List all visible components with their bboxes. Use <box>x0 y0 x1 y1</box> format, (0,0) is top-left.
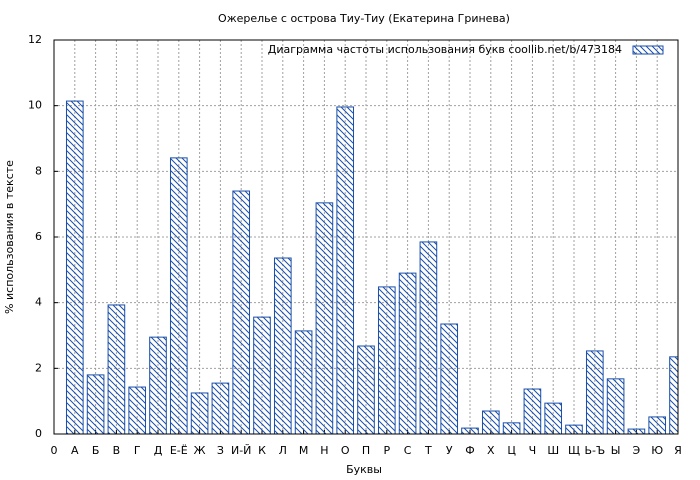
y-axis-label: % использования в тексте <box>3 160 16 314</box>
legend-swatch <box>632 45 664 55</box>
bar <box>315 202 334 434</box>
x-tick-label: Ь-Ъ <box>584 444 605 457</box>
bar <box>585 350 604 434</box>
x-tick-label: Ф <box>465 444 474 457</box>
bar <box>273 257 292 434</box>
bar <box>190 392 209 434</box>
x-tick-label: 0 <box>51 444 58 457</box>
x-tick-label: Ж <box>194 444 206 457</box>
bars <box>65 100 678 434</box>
x-tick-label: О <box>341 444 350 457</box>
bar <box>502 422 521 434</box>
x-tick-label: И-Й <box>231 444 251 457</box>
x-tick-label: У <box>446 444 453 457</box>
x-tick-label: Е-Ё <box>170 444 188 457</box>
x-tick-label: Ш <box>547 444 559 457</box>
x-tick-label: Ю <box>651 444 663 457</box>
bar <box>419 241 438 434</box>
x-tick-label: Ц <box>507 444 516 457</box>
bar <box>440 323 459 434</box>
bar <box>627 428 646 434</box>
y-tick-label: 4 <box>35 296 42 309</box>
x-tick-label: Н <box>320 444 328 457</box>
bar <box>544 402 563 434</box>
bar <box>128 386 147 434</box>
bar <box>294 330 313 434</box>
bar <box>523 388 542 434</box>
x-tick-label: К <box>258 444 266 457</box>
bar <box>565 424 583 434</box>
x-tick-label: Л <box>279 444 287 457</box>
x-tick-label: З <box>217 444 224 457</box>
bar <box>461 427 479 434</box>
x-tick-label: П <box>362 444 370 457</box>
bar <box>107 304 126 434</box>
x-tick-label: В <box>113 444 121 457</box>
x-axis-label: Буквы <box>346 463 382 476</box>
x-tick-label: Т <box>424 444 432 457</box>
bar <box>398 272 417 434</box>
y-tick-label: 6 <box>35 230 42 243</box>
bar <box>606 378 625 434</box>
bar <box>149 336 167 434</box>
bar <box>481 410 500 434</box>
x-tick-label: Ы <box>611 444 621 457</box>
x-tick-label: Я <box>674 444 682 457</box>
x-tick-label: А <box>71 444 79 457</box>
x-tick-label: Ч <box>529 444 537 457</box>
x-tick-label: Э <box>633 444 641 457</box>
bar <box>377 286 396 434</box>
plot-frame <box>53 39 679 435</box>
bar <box>253 316 271 434</box>
y-tick-label: 10 <box>28 99 42 112</box>
y-tick-label: 8 <box>35 164 42 177</box>
bar <box>648 416 667 434</box>
bar <box>169 157 188 434</box>
x-tick-label: Г <box>134 444 141 457</box>
x-tick-label: Щ <box>568 444 580 457</box>
x-tick-label: М <box>299 444 309 457</box>
bar <box>86 374 105 434</box>
x-tick-label: Р <box>383 444 390 457</box>
chart-title: Ожерелье с острова Тиу-Тиу (Екатерина Гр… <box>218 12 510 25</box>
x-tick-label: Х <box>487 444 495 457</box>
x-tick-label: Д <box>154 444 163 457</box>
legend-label: Диаграмма частоты использования букв coo… <box>268 43 622 56</box>
bar <box>211 382 230 434</box>
bar <box>336 106 355 434</box>
bar <box>232 190 251 434</box>
y-tick-label: 12 <box>28 33 42 46</box>
bar <box>357 345 375 434</box>
y-tick-label: 0 <box>35 427 42 440</box>
x-tick-label: Б <box>92 444 100 457</box>
bar <box>65 100 84 434</box>
y-tick-label: 2 <box>35 361 42 374</box>
x-tick-label: С <box>404 444 412 457</box>
